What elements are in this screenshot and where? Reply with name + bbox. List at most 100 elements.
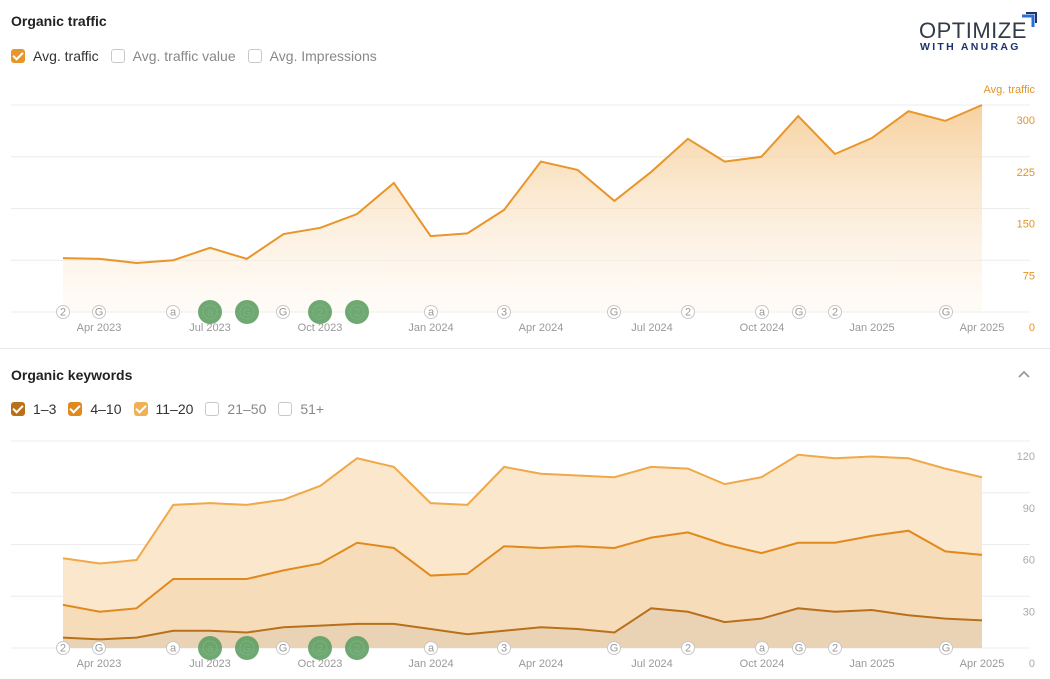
traffic-legend-item-2[interactable]: Avg. Impressions bbox=[247, 48, 377, 64]
svg-text:2: 2 bbox=[832, 307, 838, 319]
x-tick-label: Jul 2024 bbox=[631, 322, 673, 334]
x-tick-label: Apr 2025 bbox=[960, 658, 1005, 670]
annotation-marker[interactable]: 2 bbox=[345, 300, 369, 324]
keywords-line-0 bbox=[62, 607, 983, 641]
svg-text:2: 2 bbox=[317, 307, 323, 319]
traffic-legend-item-1[interactable]: Avg. traffic value bbox=[110, 48, 236, 64]
legend-label: 4–10 bbox=[90, 401, 122, 417]
annotation-marker[interactable]: G bbox=[276, 305, 290, 319]
svg-text:a: a bbox=[428, 643, 435, 655]
x-tick-label: Jul 2024 bbox=[631, 658, 673, 670]
annotation-marker[interactable]: G bbox=[92, 641, 106, 655]
svg-text:G: G bbox=[243, 307, 252, 319]
checkbox-icon[interactable] bbox=[247, 49, 262, 63]
y-axis-title: Avg. traffic bbox=[983, 84, 1035, 96]
annotation-marker[interactable]: 2 bbox=[681, 305, 695, 319]
keywords-line-2 bbox=[62, 453, 983, 565]
checkbox-icon[interactable] bbox=[133, 402, 148, 416]
svg-text:G: G bbox=[942, 643, 951, 655]
y-tick-label: 225 bbox=[1017, 167, 1035, 179]
svg-text:a: a bbox=[759, 643, 766, 655]
y-tick-label: 120 bbox=[1017, 451, 1035, 463]
annotation-marker[interactable]: G bbox=[235, 636, 259, 660]
annotation-marker[interactable]: G bbox=[276, 641, 290, 655]
x-tick-label: Apr 2024 bbox=[519, 658, 564, 670]
annotation-marker[interactable]: a bbox=[424, 305, 438, 319]
annotation-marker[interactable]: 2 bbox=[56, 641, 70, 655]
y-tick-label: 30 bbox=[1023, 606, 1035, 618]
annotation-marker[interactable]: a bbox=[755, 641, 769, 655]
x-tick-label: Oct 2024 bbox=[740, 322, 785, 334]
y-tick-label: 0 bbox=[1029, 322, 1035, 334]
keywords-section-title: Organic keywords bbox=[11, 367, 133, 383]
keywords-line-1 bbox=[62, 529, 983, 613]
y-tick-label: 0 bbox=[1029, 658, 1035, 670]
checkbox-icon[interactable] bbox=[205, 402, 220, 416]
legend-label: Avg. Impressions bbox=[269, 48, 377, 64]
checkbox-icon[interactable] bbox=[110, 49, 125, 63]
x-tick-label: Apr 2023 bbox=[77, 658, 122, 670]
legend-label: 11–20 bbox=[155, 401, 194, 417]
annotation-marker[interactable]: a bbox=[198, 300, 222, 324]
keywords-legend-item-1[interactable]: 4–10 bbox=[68, 401, 122, 417]
annotation-marker[interactable]: 2 bbox=[308, 300, 332, 324]
legend-label: 51+ bbox=[300, 401, 325, 417]
svg-text:2: 2 bbox=[685, 643, 691, 655]
logo-sub-text: WITH ANURAG bbox=[920, 41, 1021, 53]
keywords-legend-item-3[interactable]: 21–50 bbox=[205, 401, 266, 417]
annotation-marker[interactable]: G bbox=[607, 305, 621, 319]
x-tick-label: Oct 2024 bbox=[740, 658, 785, 670]
annotation-marker[interactable]: 2 bbox=[56, 305, 70, 319]
keywords-legend-item-0[interactable]: 1–3 bbox=[11, 401, 56, 417]
brand-logo: OPTIMIZE WITH ANURAG bbox=[919, 12, 1039, 56]
svg-text:2: 2 bbox=[354, 643, 360, 655]
svg-text:G: G bbox=[279, 307, 288, 319]
annotation-marker[interactable]: 2 bbox=[681, 641, 695, 655]
annotation-marker[interactable]: G bbox=[235, 300, 259, 324]
checkbox-icon[interactable] bbox=[11, 402, 25, 416]
annotation-marker[interactable]: a bbox=[198, 636, 222, 660]
x-tick-label: Jul 2023 bbox=[189, 322, 231, 334]
annotation-marker[interactable]: G bbox=[92, 305, 106, 319]
section-divider bbox=[0, 348, 1050, 349]
svg-text:2: 2 bbox=[685, 307, 691, 319]
y-tick-label: 300 bbox=[1017, 115, 1035, 127]
keywords-legend-item-2[interactable]: 11–20 bbox=[133, 401, 194, 417]
annotation-marker[interactable]: 3 bbox=[497, 305, 511, 319]
svg-text:2: 2 bbox=[354, 307, 360, 319]
annotation-marker[interactable]: 3 bbox=[497, 641, 511, 655]
annotation-marker[interactable]: 2 bbox=[828, 641, 842, 655]
annotation-marker[interactable]: 2 bbox=[308, 636, 332, 660]
keywords-area-0 bbox=[63, 608, 982, 648]
annotation-marker[interactable]: G bbox=[792, 305, 806, 319]
annotation-marker[interactable]: a bbox=[166, 305, 180, 319]
chevron-up-icon[interactable] bbox=[1016, 366, 1032, 382]
svg-text:2: 2 bbox=[317, 643, 323, 655]
annotation-marker[interactable]: G bbox=[939, 641, 953, 655]
legend-label: Avg. traffic bbox=[33, 48, 99, 64]
traffic-legend-item-0[interactable]: Avg. traffic bbox=[11, 48, 99, 64]
annotation-marker[interactable]: 2 bbox=[345, 636, 369, 660]
svg-text:G: G bbox=[95, 643, 104, 655]
traffic-section-title: Organic traffic bbox=[11, 13, 107, 29]
annotation-marker[interactable]: G bbox=[792, 641, 806, 655]
checkbox-icon[interactable] bbox=[278, 402, 293, 416]
annotation-marker[interactable]: G bbox=[939, 305, 953, 319]
y-tick-label: 75 bbox=[1023, 270, 1035, 282]
checkbox-icon[interactable] bbox=[11, 49, 25, 63]
annotation-marker[interactable]: a bbox=[424, 641, 438, 655]
annotation-marker[interactable]: G bbox=[607, 641, 621, 655]
checkbox-icon[interactable] bbox=[68, 402, 83, 416]
annotation-marker[interactable]: a bbox=[755, 305, 769, 319]
svg-text:a: a bbox=[207, 307, 214, 319]
y-tick-label: 60 bbox=[1023, 555, 1035, 567]
annotation-marker[interactable]: a bbox=[166, 641, 180, 655]
annotation-marker[interactable]: 2 bbox=[828, 305, 842, 319]
svg-text:a: a bbox=[170, 307, 177, 319]
x-tick-label: Apr 2024 bbox=[519, 322, 564, 334]
keywords-legend-item-4[interactable]: 51+ bbox=[278, 401, 324, 417]
svg-text:G: G bbox=[95, 307, 104, 319]
svg-text:G: G bbox=[243, 643, 252, 655]
